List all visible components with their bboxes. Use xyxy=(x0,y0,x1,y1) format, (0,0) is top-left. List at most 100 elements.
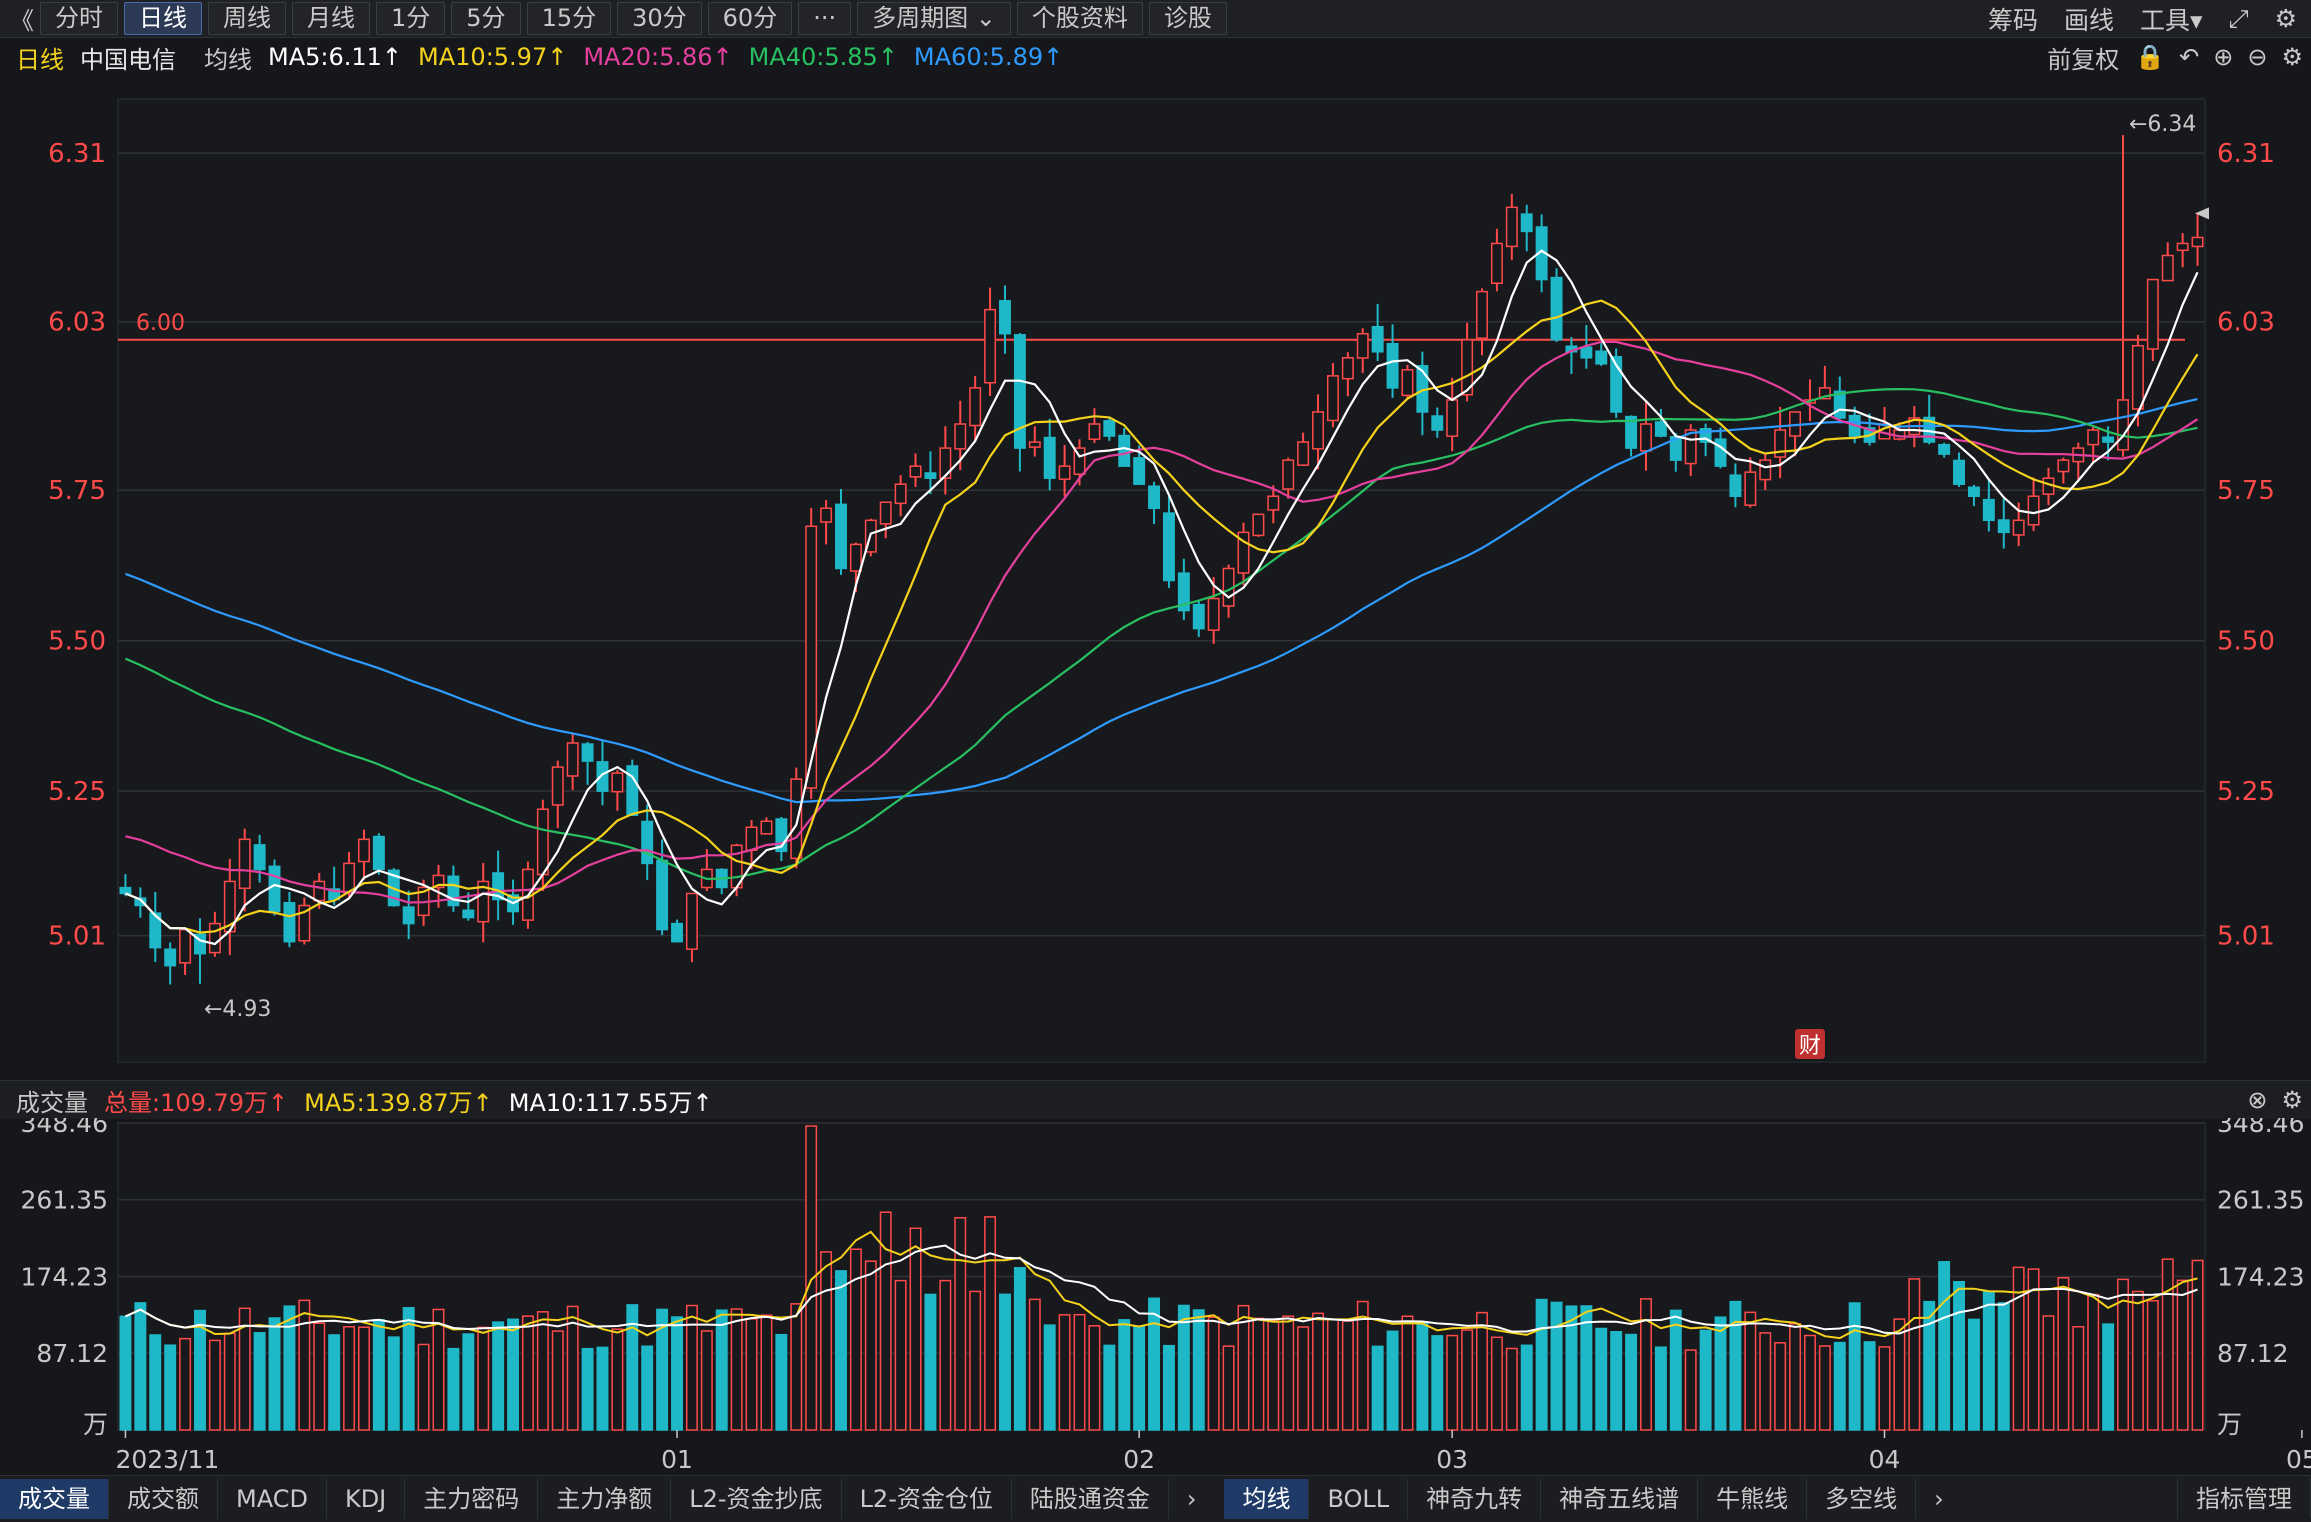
candle xyxy=(2102,436,2115,443)
volume-bar xyxy=(596,1346,609,1431)
volume-bar xyxy=(2191,1259,2204,1431)
tab-indicator[interactable]: L2-资金抄底 xyxy=(671,1479,842,1519)
period-label: 日线 xyxy=(16,45,64,74)
ma5-line xyxy=(125,249,2199,946)
volume-bar xyxy=(283,1305,296,1431)
candle xyxy=(1058,465,1071,480)
zoom-in-icon[interactable]: ⊕ xyxy=(2213,43,2234,71)
volume-bar xyxy=(1848,1302,1861,1431)
candle xyxy=(1073,447,1086,475)
candle xyxy=(1580,346,1593,359)
volume-bar xyxy=(149,1334,162,1431)
candle xyxy=(1237,531,1250,574)
tab-overlay[interactable]: 牛熊线 xyxy=(1698,1479,1808,1519)
zoom-out-icon[interactable]: ⊖ xyxy=(2247,43,2268,71)
close-icon[interactable]: ⊗ xyxy=(2247,1086,2268,1114)
top-right-tool[interactable]: ⚙ xyxy=(2274,4,2297,33)
collapse-icon[interactable]: 《 xyxy=(10,7,34,35)
candle xyxy=(492,872,505,901)
y-tick-right: 6.31 xyxy=(2217,139,2275,169)
settings-icon[interactable]: ⚙ xyxy=(2281,43,2303,71)
volume-bar xyxy=(1714,1316,1727,1431)
candle xyxy=(1595,350,1608,365)
tab-indicator[interactable]: 成交量 xyxy=(0,1479,109,1519)
volume-bar xyxy=(566,1305,579,1431)
chevron-right-icon[interactable]: › xyxy=(1186,1485,1197,1513)
volume-bar xyxy=(894,1279,907,1431)
candle xyxy=(1326,375,1339,422)
candle xyxy=(1729,474,1742,497)
tab-indicator[interactable]: 主力密码 xyxy=(405,1479,539,1519)
top-right-tool[interactable]: 工具▾ xyxy=(2140,5,2203,35)
candle xyxy=(298,904,311,942)
tab-period[interactable]: 日线 xyxy=(124,2,202,35)
tab-period[interactable]: 月线 xyxy=(292,2,370,35)
volume-bar xyxy=(969,1290,982,1431)
volume-chart[interactable]: 348.46 348.46 261.35 261.35 174.23 174.23 87.1… xyxy=(0,1118,2311,1475)
volume-info-bar: 成交量 总量:109.79万↑ MA5:139.87万↑ MA10:117.55… xyxy=(0,1080,2311,1119)
candle xyxy=(2131,345,2144,410)
volume-bar xyxy=(134,1302,147,1431)
last-price-arrow xyxy=(2195,207,2209,220)
undo-icon[interactable]: ↶ xyxy=(2179,43,2200,71)
tab-indicator[interactable]: MACD xyxy=(218,1479,327,1519)
candle xyxy=(894,483,907,505)
chevron-right-icon[interactable]: › xyxy=(1934,1485,1944,1513)
tab-indicator[interactable]: KDJ xyxy=(327,1479,406,1519)
volume-bar xyxy=(1818,1345,1831,1431)
tab-period[interactable]: 个股资料 xyxy=(1016,2,1143,35)
x-tick-label: 03 xyxy=(1436,1445,1468,1474)
tab-period[interactable]: 60分 xyxy=(707,2,793,35)
tab-period[interactable]: 15分 xyxy=(526,2,612,35)
volume-bar xyxy=(1490,1336,1503,1431)
candlestick-chart[interactable]: 6.31 6.31 6.03 6.03 5.75 5.75 5.50 5.50 5.25 5.25… xyxy=(0,77,2311,1080)
top-right-tool[interactable]: 筹码 xyxy=(1987,5,2038,35)
candle xyxy=(1192,603,1205,630)
tab-overlay[interactable]: 神奇九转 xyxy=(1408,1479,1542,1519)
volume-bar xyxy=(1192,1309,1205,1431)
tab-indicator[interactable]: L2-资金仓位 xyxy=(842,1479,1012,1519)
lock-icon[interactable]: 🔒 xyxy=(2135,43,2166,71)
volume-bar xyxy=(1162,1344,1175,1431)
tab-overlay[interactable]: 多空线 xyxy=(1807,1479,1917,1519)
top-right-tool[interactable]: ⤢ xyxy=(2228,3,2249,33)
adjust-mode[interactable]: 前复权 xyxy=(2047,45,2120,74)
indicator-name[interactable]: 均线 xyxy=(204,45,252,74)
volume-bar xyxy=(1640,1298,1652,1431)
tab-indicator[interactable]: 主力净额 xyxy=(538,1479,672,1519)
candle xyxy=(208,922,221,954)
tab-indicator[interactable]: 成交额 xyxy=(109,1479,218,1519)
volume-settings-icon[interactable]: ⚙ xyxy=(2281,1086,2303,1114)
tab-period[interactable]: 多周期图 ⌄ xyxy=(857,2,1011,35)
tab-period[interactable]: 周线 xyxy=(208,2,286,35)
volume-bar xyxy=(1461,1329,1474,1431)
tab-overlay[interactable]: 均线 xyxy=(1224,1479,1310,1519)
volume-bar xyxy=(1222,1345,1235,1431)
tab-overlay[interactable]: 神奇五线谱 xyxy=(1541,1479,1699,1519)
indicator-manage-button[interactable]: 指标管理 xyxy=(2177,1479,2311,1519)
tab-period[interactable]: 诊股 xyxy=(1148,2,1227,35)
tab-period[interactable]: 分时 xyxy=(40,2,118,35)
candle xyxy=(596,761,609,792)
tab-overlay[interactable]: BOLL xyxy=(1309,1479,1409,1519)
candle xyxy=(1699,428,1712,443)
tab-period[interactable]: 5分 xyxy=(451,2,521,35)
candle xyxy=(358,838,370,863)
tab-period[interactable]: ··· xyxy=(798,2,852,35)
volume-title[interactable]: 成交量 xyxy=(16,1088,88,1117)
volume-bar xyxy=(939,1279,952,1431)
candle xyxy=(462,909,475,919)
tab-period[interactable]: 30分 xyxy=(617,2,702,35)
candle xyxy=(671,922,683,943)
top-right-tool[interactable]: 画线 xyxy=(2063,5,2114,35)
candle xyxy=(939,447,952,479)
tab-period[interactable]: 1分 xyxy=(376,2,446,35)
ma60-value: MA60:5.89↑ xyxy=(913,43,1064,71)
candle xyxy=(805,525,818,789)
y-tick-left: 5.25 xyxy=(48,777,106,807)
tab-indicator[interactable]: 陆股通资金 xyxy=(1012,1479,1169,1519)
volume-bar xyxy=(2072,1325,2085,1431)
volume-ma10-line xyxy=(125,1244,2198,1335)
event-badge-label: 财 xyxy=(1799,1034,1821,1059)
volume-bar xyxy=(656,1308,669,1431)
